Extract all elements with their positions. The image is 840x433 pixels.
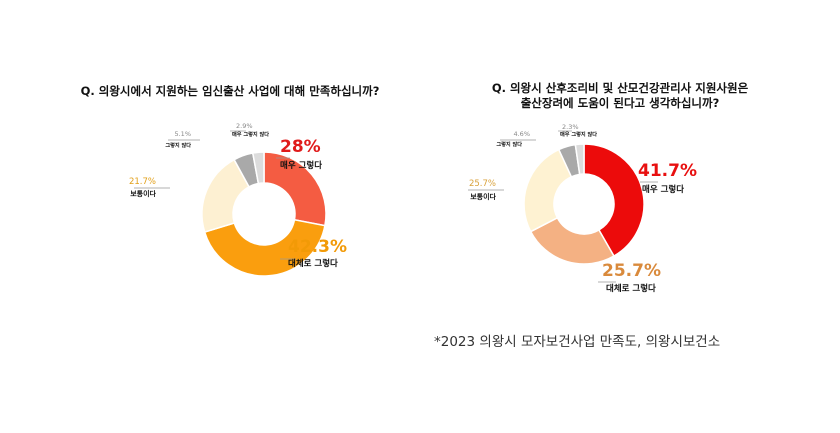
slice-category-label: 매우 그렇다: [642, 184, 684, 195]
slice-value-label: 25.7%: [602, 261, 661, 281]
slice-value-label: 2.9%: [236, 122, 253, 130]
slice-value-label: 42.3%: [288, 237, 347, 257]
pie-slice-5: [574, 143, 585, 176]
chart-title-line: Q. 의왕시 산후조리비 및 산모건강관리사 지원사원은: [491, 81, 749, 95]
chart-title: Q. 의왕시에서 지원하는 임신출산 사업에 대해 만족하십니까?: [80, 84, 380, 98]
pie-slice-3: [523, 148, 573, 233]
pie-slice-1: [583, 143, 645, 258]
slice-category-label: 보통이다: [130, 189, 156, 198]
chart-title-line: 출산장려에 도움이 된다고 생각하십니까?: [520, 96, 720, 110]
slice-value-label: 5.1%: [174, 130, 191, 138]
slice-value-label: 41.7%: [638, 161, 697, 181]
slice-category-label: 보통이다: [470, 192, 496, 201]
donut-chart-right: 41.7% 매우 그렇다 25.7% 대체로 그렇다 25.7% 보통이다 4.6% 그렇지 …: [468, 123, 697, 294]
slice-category-label: 매우 그렇지 않다: [560, 130, 597, 138]
slice-category-label: 매우 그렇다: [280, 160, 322, 171]
slice-value-label: 25.7%: [469, 179, 496, 189]
slice-value-label: 21.7%: [129, 177, 156, 187]
chart-panel-left: Q. 의왕시에서 지원하는 임신출산 사업에 대해 만족하십니까? 28% 매우 …: [40, 0, 420, 320]
slice-value-label: 4.6%: [513, 130, 530, 138]
chart-panel-right: Q. 의왕시 산후조리비 및 산모건강관리사 지원사원은 출산장려에 도움이 된다…: [430, 0, 810, 320]
donut-chart-left: 28% 매우 그렇다 42.3%대체로 그렇다 21.7% 보통이다 5.1% 그렇지 않다…: [129, 122, 347, 277]
pie-slice-5: [251, 151, 265, 185]
slice-category-label: 대체로 그렇다: [606, 283, 656, 294]
chart-title: Q. 의왕시 산후조리비 및 산모건강관리사 지원사원은 출산장려에 도움이 된다…: [430, 81, 810, 111]
slice-category-label: 대체로 그렇다: [288, 258, 338, 269]
pie-slice-1: [263, 151, 327, 227]
pie-slice-2: [529, 216, 615, 265]
source-footnote: *2023 의왕시 모자보건사업 만족도, 의왕시보건소: [434, 334, 721, 350]
pie-slice-2: [203, 218, 326, 277]
slice-value-label: 2.3%: [562, 123, 579, 131]
slice-value-label: 28%: [280, 137, 321, 157]
slice-category-label: 매우 그렇지 않다: [232, 130, 269, 138]
slice-category-label: 그렇지 않다: [496, 140, 522, 148]
slice-category-label: 그렇지 않다: [165, 141, 191, 149]
